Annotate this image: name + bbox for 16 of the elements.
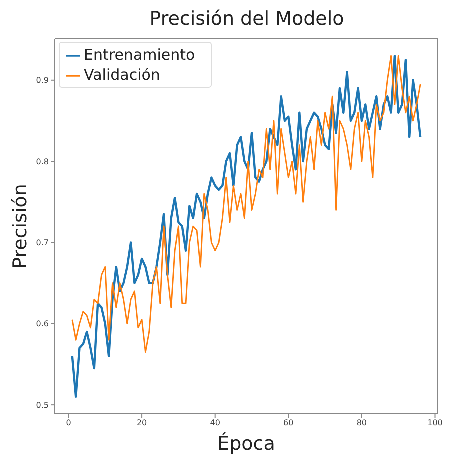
chart-title: Precisión del Modelo [148,8,346,30]
x-tick-label: 0 [66,418,72,428]
x-tick-label: 80 [356,418,368,428]
y-tick-label: 0.9 [36,76,49,86]
x-axis-title: Época [218,432,276,455]
legend-label: Validación [84,66,160,84]
x-tick-label: 40 [210,418,220,428]
y-tick-label: 0.8 [36,157,49,166]
y-tick-label: 0.5 [36,400,49,410]
legend-label: Entrenamiento [84,46,196,64]
x-tick-label: 100 [428,418,443,428]
y-axis-title: Precisión [10,184,32,269]
x-tick-label: 60 [284,418,294,428]
y-tick-label: 0.7 [36,238,49,248]
x-tick-label: 20 [136,418,148,428]
y-tick-label: 0.6 [36,320,49,329]
